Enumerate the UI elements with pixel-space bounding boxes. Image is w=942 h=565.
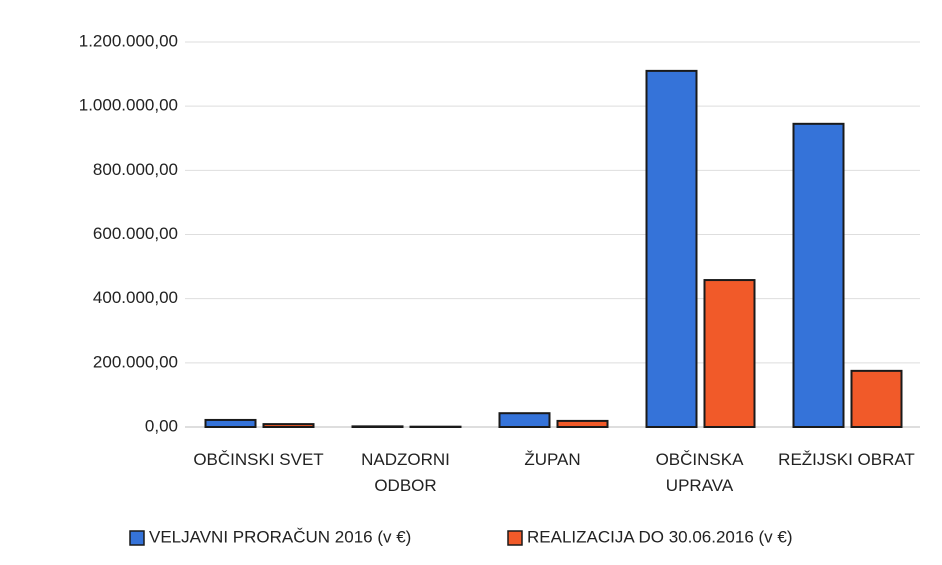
y-tick-label: 1.200.000,00	[79, 31, 178, 50]
bar	[204, 418, 257, 429]
y-tick-label: 200.000,00	[93, 352, 178, 371]
legend-label: REALIZACIJA DO 30.06.2016 (v €)	[527, 527, 793, 546]
legend-swatch	[129, 530, 145, 546]
bar	[498, 412, 551, 428]
y-tick-label: 600.000,00	[93, 224, 178, 243]
y-tick-label: 800.000,00	[93, 160, 178, 179]
x-tick-label: ŽUPAN	[524, 450, 581, 469]
legend-swatch	[507, 530, 523, 546]
x-tick-label: REŽIJSKI OBRAT	[778, 450, 915, 469]
bar	[556, 419, 609, 429]
x-tick-label: OBČINSKA UPRAVA	[655, 450, 744, 495]
bar	[351, 425, 404, 429]
y-tick-label: 0,00	[145, 416, 178, 435]
bar	[262, 423, 315, 428]
bar	[850, 369, 903, 428]
y-tick-label: 1.000.000,00	[79, 96, 178, 115]
x-tick-label: OBČINSKI SVET	[193, 450, 324, 469]
legend-label: VELJAVNI PRORAČUN 2016 (v €)	[149, 527, 411, 546]
bar	[792, 122, 845, 428]
bar	[645, 69, 698, 428]
x-tick-label: NADZORNI ODBOR	[361, 450, 450, 495]
y-tick-label: 400.000,00	[93, 288, 178, 307]
bar	[703, 279, 756, 428]
